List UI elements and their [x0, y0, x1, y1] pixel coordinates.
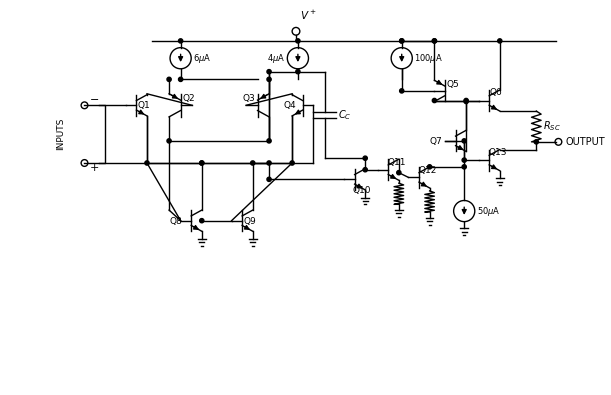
Circle shape — [200, 161, 204, 165]
Text: Q8: Q8 — [169, 216, 182, 226]
Circle shape — [462, 158, 466, 162]
Text: Q4: Q4 — [284, 101, 296, 110]
Circle shape — [167, 139, 171, 143]
Circle shape — [145, 161, 149, 165]
Text: Q12: Q12 — [418, 166, 436, 175]
Circle shape — [267, 139, 271, 143]
Text: $C_C$: $C_C$ — [338, 108, 352, 122]
Circle shape — [296, 39, 300, 43]
Circle shape — [178, 39, 183, 43]
Text: Q3: Q3 — [242, 94, 255, 103]
Text: 6$\mu$A: 6$\mu$A — [193, 52, 211, 65]
Circle shape — [296, 70, 300, 74]
Circle shape — [363, 167, 367, 172]
Circle shape — [400, 89, 404, 93]
Circle shape — [400, 39, 404, 43]
Circle shape — [267, 70, 271, 74]
Text: Q11: Q11 — [387, 158, 406, 167]
Circle shape — [400, 39, 404, 43]
Circle shape — [428, 165, 432, 169]
Circle shape — [290, 161, 295, 165]
Circle shape — [267, 177, 271, 181]
Circle shape — [267, 161, 271, 165]
Circle shape — [267, 77, 271, 81]
Circle shape — [498, 39, 502, 43]
Circle shape — [363, 156, 367, 160]
Text: Q7: Q7 — [430, 137, 442, 146]
Circle shape — [433, 39, 436, 43]
Circle shape — [200, 161, 204, 165]
Circle shape — [462, 165, 466, 169]
Circle shape — [433, 98, 436, 103]
Text: 4$\mu$A: 4$\mu$A — [267, 52, 285, 65]
Circle shape — [464, 100, 468, 103]
Circle shape — [397, 171, 401, 175]
Circle shape — [200, 218, 204, 223]
Circle shape — [167, 77, 171, 81]
Text: Q5: Q5 — [447, 80, 459, 89]
Text: Q6: Q6 — [489, 88, 502, 97]
Text: Q1: Q1 — [137, 101, 150, 110]
Circle shape — [433, 39, 436, 43]
Text: $+$: $+$ — [89, 162, 100, 173]
Circle shape — [464, 98, 468, 103]
Text: Q10: Q10 — [353, 186, 371, 195]
Circle shape — [462, 139, 466, 143]
Text: $V^+$: $V^+$ — [300, 9, 316, 22]
Circle shape — [534, 140, 538, 144]
Text: 100$\mu$A: 100$\mu$A — [414, 52, 443, 65]
Circle shape — [251, 161, 255, 165]
Text: INPUTS: INPUTS — [56, 118, 65, 150]
Text: 50$\mu$A: 50$\mu$A — [477, 205, 500, 218]
Circle shape — [178, 77, 183, 81]
Text: $-$: $-$ — [89, 92, 100, 103]
Text: Q2: Q2 — [183, 94, 195, 103]
Text: $R_{SC}$: $R_{SC}$ — [543, 120, 561, 134]
Text: OUTPUT: OUTPUT — [565, 137, 605, 147]
Text: Q9: Q9 — [243, 216, 256, 226]
Text: Q13: Q13 — [488, 148, 507, 157]
